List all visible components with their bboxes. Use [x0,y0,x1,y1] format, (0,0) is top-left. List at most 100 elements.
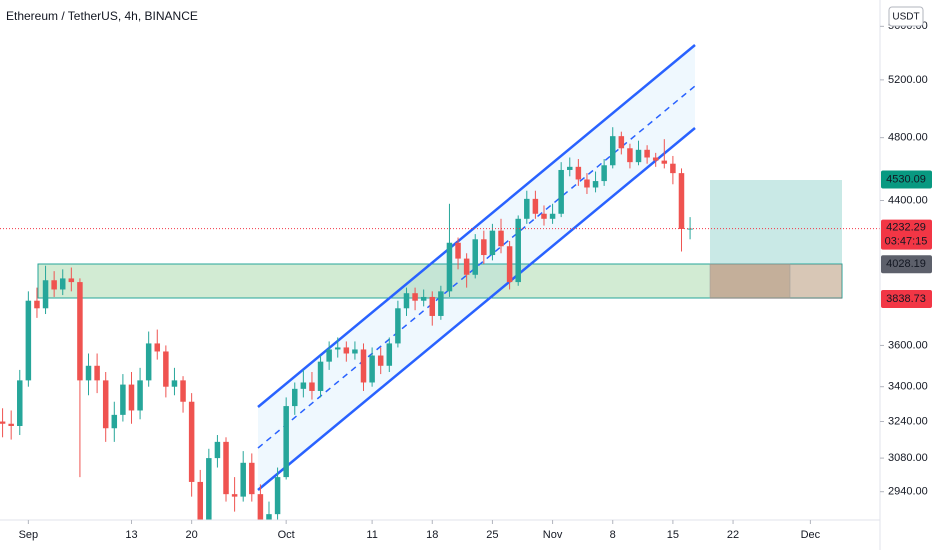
candle-body [412,293,418,301]
candle-body [584,179,590,188]
price-label-box [881,219,932,250]
price-label: 4028.19 [886,258,926,270]
candle-body [377,355,384,366]
price-label-box [881,290,932,309]
candle-body [532,198,539,214]
candle-body [386,343,393,366]
candle-body [567,166,573,170]
x-tick-label: Nov [543,529,563,541]
candle-body [644,149,650,158]
candle-body [102,380,109,429]
candle-body [283,406,289,478]
candle-body [266,514,272,520]
candle-body [334,347,341,350]
candle-body [17,380,23,426]
x-tick-label: 13 [125,529,137,541]
candle-body [231,494,238,497]
x-tick-label: 20 [186,529,198,541]
candle-body [8,423,14,426]
channel-upper[interactable] [257,44,696,408]
channel-lower[interactable] [257,127,696,491]
candle-body [300,382,307,389]
position-stop[interactable] [710,264,842,299]
candle-body [94,365,100,381]
x-tick-label: Sep [19,529,39,541]
candle-body [360,349,367,383]
candle-body [59,278,66,290]
candle-body [214,441,221,459]
candle-body [489,230,496,256]
currency-badge[interactable] [888,6,924,27]
currency: USDT [892,12,919,23]
x-tick-label: Dec [801,529,821,541]
candle-body [343,347,350,354]
candle-body [661,160,668,164]
candle-body [455,242,461,259]
candle-body [223,441,229,495]
candle-body [292,388,298,407]
candle-body [317,361,324,391]
candle-body [498,230,504,247]
candle-body [171,380,178,387]
candle-body [51,280,57,290]
plot-area [0,44,880,520]
y-tick-label: 3600.00 [888,339,928,351]
candle-body [180,380,186,402]
candle-body [309,382,315,391]
candle-body [249,462,255,495]
candle-body [111,414,118,429]
candle-body [652,157,659,161]
candle-body [403,293,410,309]
x-tick-label: 22 [727,529,739,541]
y-tick-label: 3080.00 [888,452,928,464]
x-tick-label: Oct [278,529,295,541]
candle-body [137,380,143,411]
candle-body [549,213,556,219]
candle-body [77,282,83,381]
candle-body [592,181,599,188]
candle-body [326,349,332,362]
price-label-box [881,255,932,274]
candle-body [635,149,642,163]
candle-body [120,384,126,415]
candle-body [524,198,530,219]
candle-body [85,365,92,381]
candle-body [145,343,152,381]
candle-body [575,166,582,180]
x-tick-label: 11 [366,529,377,541]
candles [0,127,880,520]
candle-body [257,494,264,520]
candle-body [627,148,633,163]
countdown: 03:47:15 [885,235,928,247]
candle-body [515,218,521,283]
candle-body [420,296,427,301]
candle-body [395,308,401,344]
candle-body [240,462,246,497]
candle-body [188,401,195,482]
candle-body [42,280,49,309]
candle-body [472,239,478,275]
position-target[interactable] [710,180,842,264]
y-tick-label: 2940.00 [888,486,928,498]
candle-body [446,242,453,292]
axes: 5600.005200.004800.004400.003600.003400.… [19,20,928,541]
candle-body [197,481,203,520]
candle-body [429,296,436,316]
candle-body [541,213,547,219]
candle-body [670,163,676,174]
x-tick-label: 8 [610,529,616,541]
x-tick-label: 15 [667,529,679,541]
candle-body [481,239,487,256]
candle-body [369,355,375,383]
candle-body [274,477,281,515]
x-tick-label: 18 [426,529,438,541]
candle-body [506,246,513,283]
candle-body [601,165,607,182]
price-label: 4530.09 [886,173,926,185]
candle-body [25,300,32,381]
position-filled [709,263,791,299]
y-tick-label: 3240.00 [888,415,928,427]
price-label: 3838.73 [886,293,926,305]
